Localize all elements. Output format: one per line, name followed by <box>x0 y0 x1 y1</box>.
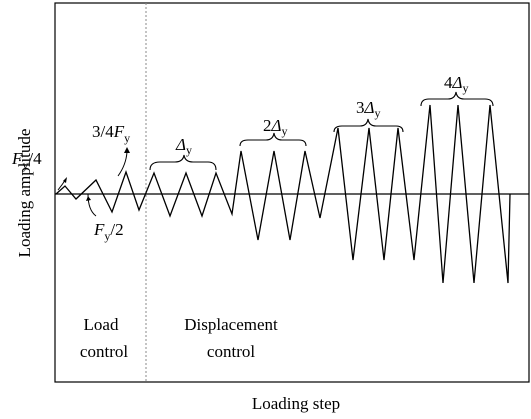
brace-d4 <box>420 91 494 107</box>
load-control-line2: control <box>80 342 128 361</box>
x-axis-title: Loading step <box>252 394 340 413</box>
brace-d1 <box>149 154 217 171</box>
label-fy4: Fy/4 <box>11 149 42 172</box>
arrow-3fy4 <box>117 151 128 177</box>
plot-frame <box>54 2 530 383</box>
label-d2: 2Δy <box>263 116 287 138</box>
label-d3: 3Δy <box>356 98 380 120</box>
y-axis-title: Loading amplitude <box>15 129 34 258</box>
displacement-control-line1: Displacement <box>184 315 278 334</box>
label-3fy4: 3/4Fy <box>92 122 130 145</box>
arrow-fy2 <box>87 193 97 217</box>
arrow-3fy4-head <box>124 147 130 153</box>
arrow-fy2-head <box>86 196 91 201</box>
brace-d2 <box>239 132 307 147</box>
arrow-fy4-head <box>63 177 67 183</box>
label-fy2: Fy/2 <box>93 220 124 243</box>
label-d1: Δy <box>175 135 192 157</box>
loading-history-line <box>55 104 511 284</box>
load-control-line1: Load <box>84 315 119 334</box>
brace-d3 <box>333 118 404 133</box>
label-d4: 4Δy <box>444 73 468 95</box>
displacement-control-line2: control <box>207 342 255 361</box>
